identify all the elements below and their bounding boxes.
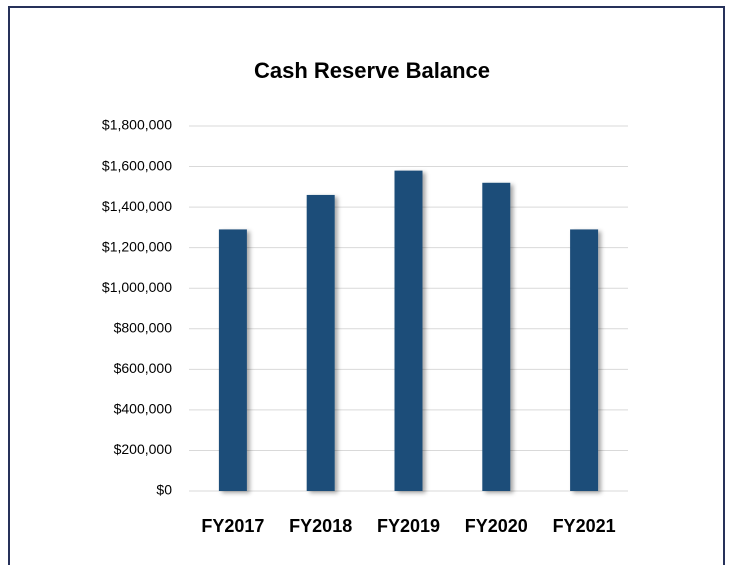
- bar: [394, 170, 423, 491]
- y-tick-label: $600,000: [114, 360, 173, 376]
- bar: [482, 182, 511, 491]
- y-tick-label: $1,800,000: [102, 117, 172, 133]
- frame: [8, 6, 725, 565]
- x-tick-label: FY2020: [465, 516, 528, 536]
- y-tick-label: $200,000: [114, 441, 173, 457]
- y-tick-label: $800,000: [114, 319, 173, 335]
- x-tick-label: FY2018: [289, 516, 352, 536]
- x-tick-label: FY2021: [553, 516, 616, 536]
- y-tick-label: $1,400,000: [102, 198, 172, 214]
- bar: [570, 229, 599, 491]
- y-tick-label: $400,000: [114, 401, 173, 417]
- x-tick-label: FY2017: [201, 516, 264, 536]
- y-tick-label: $0: [156, 482, 172, 498]
- bar: [218, 229, 247, 491]
- bar: [306, 194, 335, 491]
- chart-title: Cash Reserve Balance: [254, 58, 490, 83]
- y-tick-label: $1,200,000: [102, 238, 172, 254]
- y-tick-label: $1,000,000: [102, 279, 172, 295]
- x-tick-label: FY2019: [377, 516, 440, 536]
- y-tick-label: $1,600,000: [102, 157, 172, 173]
